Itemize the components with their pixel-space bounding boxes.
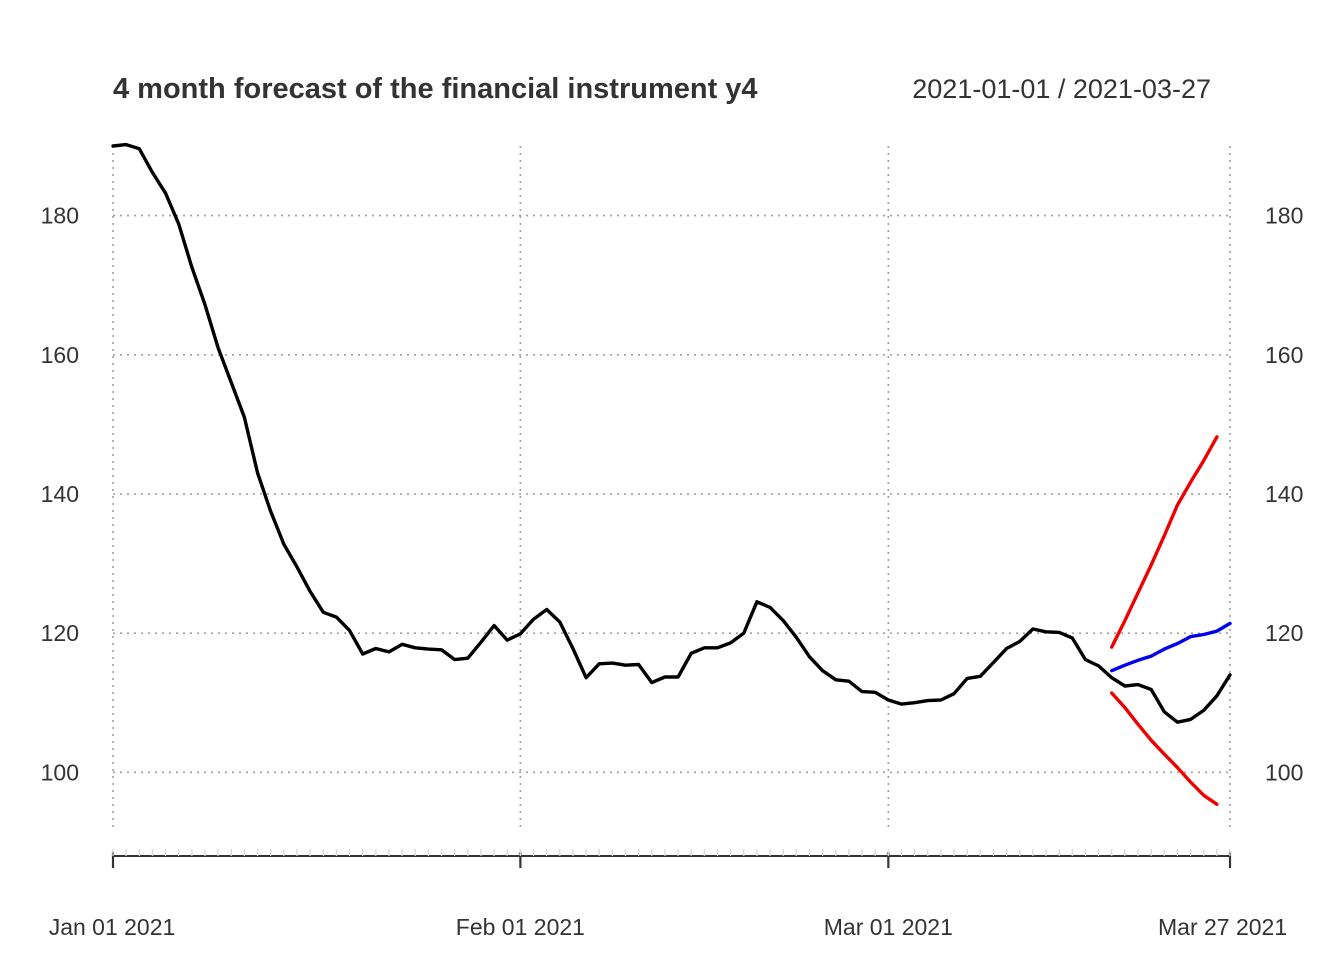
y-tick-label-left: 160 <box>41 342 79 368</box>
x-tick-label: Mar 27 2021 <box>1158 914 1287 940</box>
x-tick-label: Jan 01 2021 <box>49 914 176 940</box>
y-tick-label-right: 180 <box>1265 203 1303 229</box>
series-line <box>1110 691 1219 806</box>
plot-series <box>111 142 1232 806</box>
series-line <box>1110 621 1232 673</box>
series-line <box>1110 435 1219 649</box>
y-tick-label-right: 140 <box>1265 481 1303 507</box>
y-tick-label-left: 140 <box>41 481 79 507</box>
x-tick-label: Feb 01 2021 <box>456 914 585 940</box>
y-tick-label-right: 120 <box>1265 620 1303 646</box>
y-tick-label-right: 160 <box>1265 342 1303 368</box>
y-tick-label-left: 100 <box>41 759 79 785</box>
x-tick-label: Mar 01 2021 <box>824 914 953 940</box>
grid-lines <box>112 146 1231 828</box>
series-line <box>111 142 1232 724</box>
chart-title: 4 month forecast of the financial instru… <box>113 73 758 105</box>
y-axis-right: 100 120 140 160 180 <box>1265 203 1303 786</box>
y-tick-label-left: 180 <box>41 203 79 229</box>
date-range-label: 2021-01-01 / 2021-03-27 <box>912 74 1211 104</box>
x-axis: Jan 01 2021 Feb 01 2021 Mar 01 2021 Mar 27 … <box>49 849 1287 940</box>
y-tick-label-right: 100 <box>1265 759 1303 785</box>
y-axis-left: 100 120 140 160 180 <box>41 203 79 786</box>
y-tick-label-left: 120 <box>41 620 79 646</box>
